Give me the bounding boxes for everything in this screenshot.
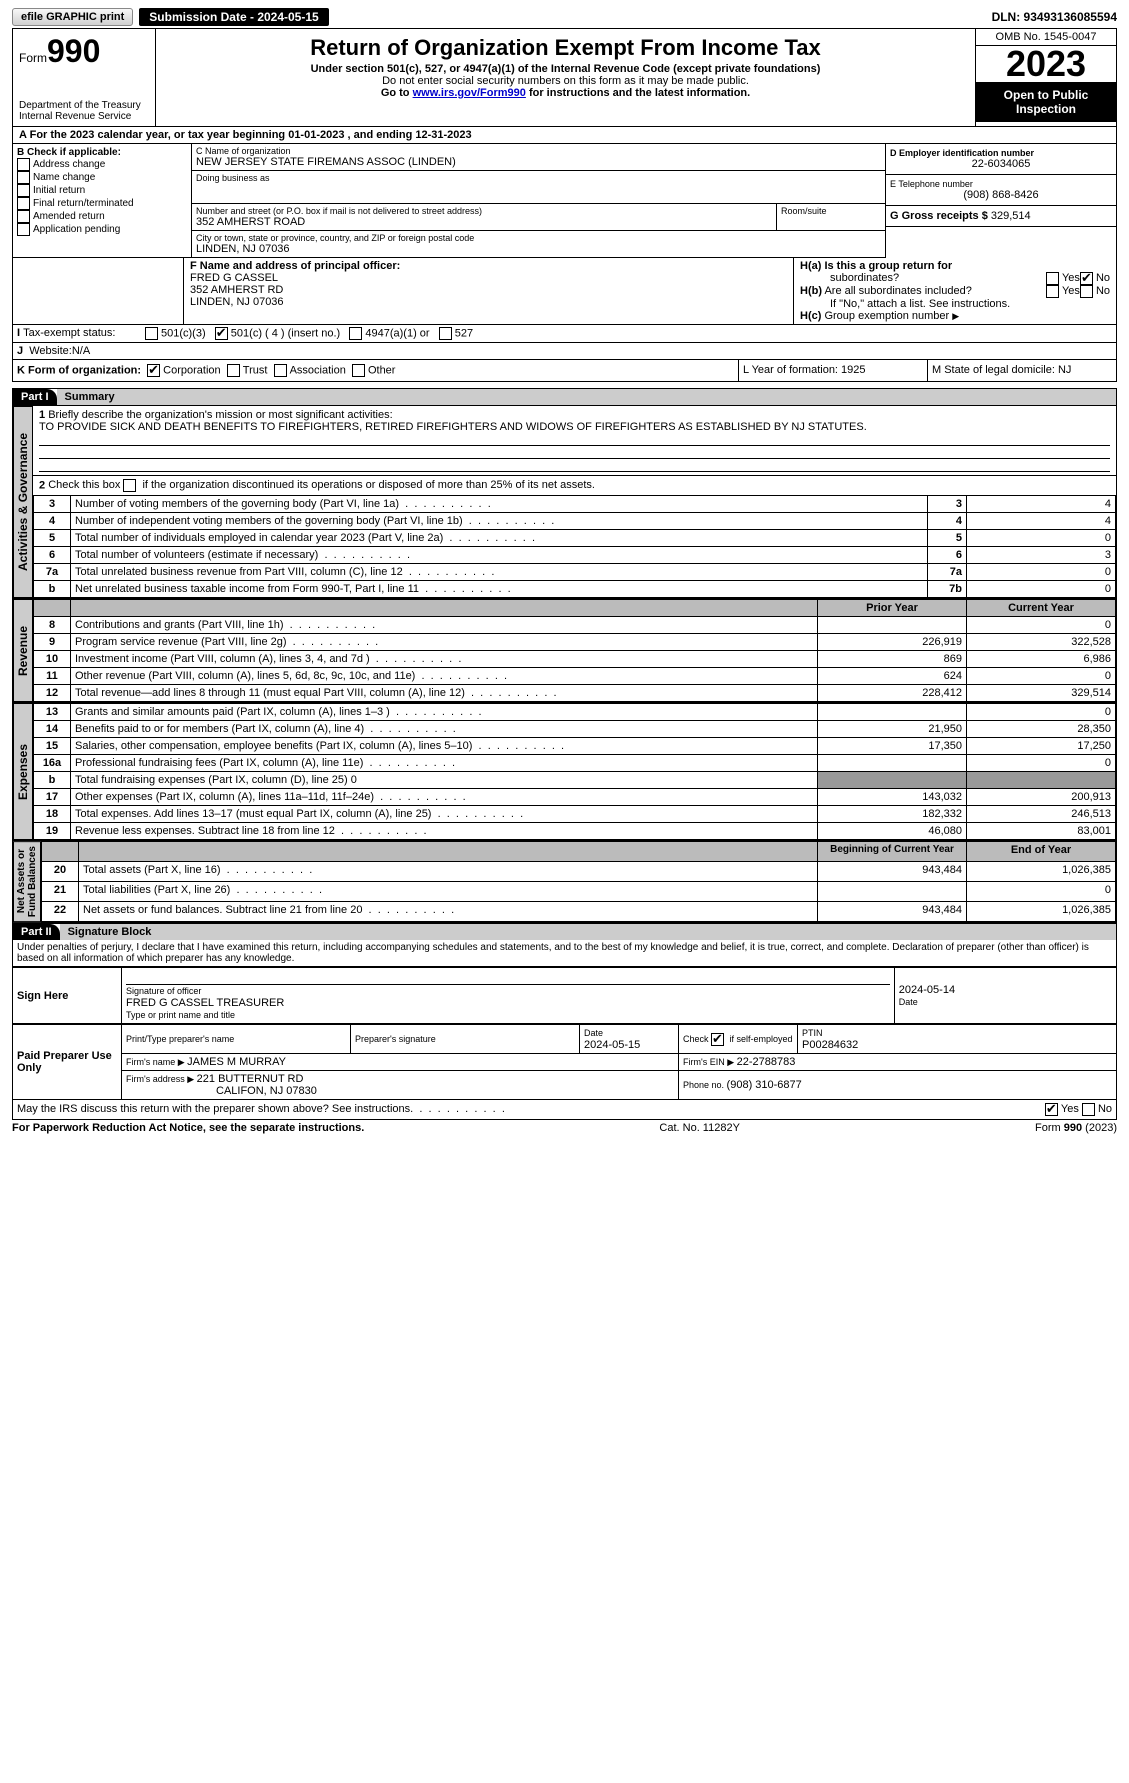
cb-initial[interactable] xyxy=(17,184,30,197)
l-year: L Year of formation: 1925 xyxy=(738,360,927,381)
table-exp: 13Grants and similar amounts paid (Part … xyxy=(33,703,1116,840)
cb-527[interactable] xyxy=(439,327,452,340)
table-ag: 3Number of voting members of the governi… xyxy=(33,495,1116,598)
top-bar: efile GRAPHIC print Submission Date - 20… xyxy=(12,8,1117,26)
cb-501c[interactable] xyxy=(215,327,228,340)
tax-year: 2023 xyxy=(976,46,1116,82)
footer: For Paperwork Reduction Act Notice, see … xyxy=(12,1120,1117,1136)
table-net: Beginning of Current YearEnd of Year20To… xyxy=(41,841,1116,922)
vtab-net: Net Assets or Fund Balances xyxy=(13,841,41,922)
mission: TO PROVIDE SICK AND DEATH BENEFITS TO FI… xyxy=(39,421,867,433)
submission-date: Submission Date - 2024-05-15 xyxy=(139,8,328,26)
cb-pending[interactable] xyxy=(17,223,30,236)
cb-amended[interactable] xyxy=(17,210,30,223)
efile-btn[interactable]: efile GRAPHIC print xyxy=(12,8,133,26)
declaration: Under penalties of perjury, I declare th… xyxy=(12,940,1117,967)
irs-link[interactable]: www.irs.gov/Form990 xyxy=(413,87,526,99)
part2-hdr: Part II xyxy=(13,924,60,940)
dept: Department of the Treasury Internal Reve… xyxy=(19,100,149,122)
form-header: Form990 Department of the Treasury Inter… xyxy=(12,28,1117,127)
box-b: B Check if applicable: Address change Na… xyxy=(13,144,192,258)
subtitle1: Under section 501(c), 527, or 4947(a)(1)… xyxy=(162,63,969,75)
vtab-ag: Activities & Governance xyxy=(13,406,33,598)
form-title: Return of Organization Exempt From Incom… xyxy=(162,35,969,61)
discuss-row: May the IRS discuss this return with the… xyxy=(12,1100,1117,1120)
tax-status: 501(c)(3) 501(c) ( 4 ) (insert no.) 4947… xyxy=(141,325,1116,342)
m-state: M State of legal domicile: NJ xyxy=(927,360,1116,381)
dln: DLN: 93493136085594 xyxy=(992,10,1117,24)
cb-corp[interactable] xyxy=(147,364,160,377)
cb-ha-yes[interactable] xyxy=(1046,272,1059,285)
vtab-exp: Expenses xyxy=(13,703,33,840)
cb-other[interactable] xyxy=(352,364,365,377)
cb-assoc[interactable] xyxy=(274,364,287,377)
box-deg: D Employer identification number22-60340… xyxy=(886,144,1116,258)
cb-name[interactable] xyxy=(17,171,30,184)
cb-hb-yes[interactable] xyxy=(1046,285,1059,298)
part1-hdr: Part I xyxy=(13,389,57,405)
box-c: C Name of organizationNEW JERSEY STATE F… xyxy=(192,144,886,258)
form-number: Form990 xyxy=(19,33,149,70)
cb-trust[interactable] xyxy=(227,364,240,377)
cb-discontinued[interactable] xyxy=(123,479,136,492)
cb-address[interactable] xyxy=(17,158,30,171)
cb-ha-no[interactable] xyxy=(1080,272,1093,285)
q1: Briefly describe the organization's miss… xyxy=(48,409,392,421)
cb-final[interactable] xyxy=(17,197,30,210)
cb-selfemp[interactable] xyxy=(711,1033,724,1046)
paid-preparer: Paid Preparer Use Only Print/Type prepar… xyxy=(12,1024,1117,1100)
q2: Check this box if the organization disco… xyxy=(48,479,595,491)
cb-hb-no[interactable] xyxy=(1080,285,1093,298)
cb-4947[interactable] xyxy=(349,327,362,340)
vtab-rev: Revenue xyxy=(13,599,33,702)
k-org: K Form of organization: Corporation Trus… xyxy=(13,360,738,381)
period-line: A For the 2023 calendar year, or tax yea… xyxy=(12,127,1117,144)
open-inspection: Open to Public Inspection xyxy=(976,82,1116,122)
i-label: I Tax-exempt status: xyxy=(13,325,141,342)
subtitle3: Go to www.irs.gov/Form990 for instructio… xyxy=(162,87,969,99)
cb-discuss-no[interactable] xyxy=(1082,1103,1095,1116)
part1-title: Summary xyxy=(57,389,1116,405)
cb-501c3[interactable] xyxy=(145,327,158,340)
part2-title: Signature Block xyxy=(60,924,1116,940)
box-f: F Name and address of principal officer:… xyxy=(183,258,794,324)
website-row: J Website: N/A xyxy=(12,343,1117,360)
subtitle2: Do not enter social security numbers on … xyxy=(162,75,969,87)
table-rev: Prior YearCurrent Year8Contributions and… xyxy=(33,599,1116,702)
sign-here: Sign Here Signature of officerFRED G CAS… xyxy=(12,967,1117,1024)
cb-discuss-yes[interactable] xyxy=(1045,1103,1058,1116)
box-h: H(a) Is this a group return for subordin… xyxy=(794,258,1116,324)
